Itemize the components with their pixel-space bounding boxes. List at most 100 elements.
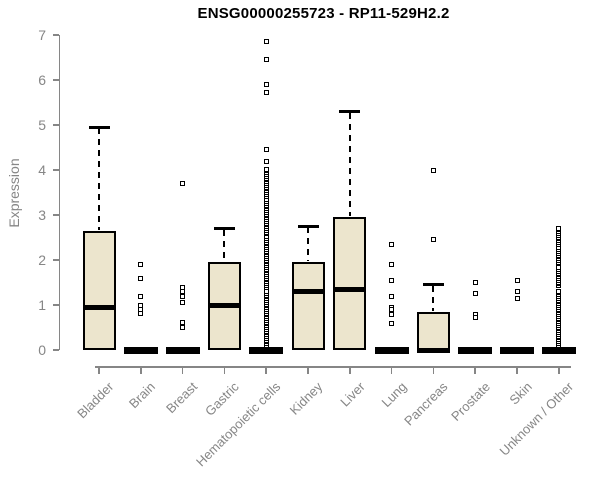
outlier-skin [514,289,520,294]
outlier-breast [180,181,186,186]
y-tick-label: 2 [38,252,46,268]
x-axis-tick [265,367,267,374]
outlier-unknown-other [556,288,562,294]
y-tick-label: 7 [38,27,46,43]
x-tick-label-breast: Breast [163,379,201,417]
y-axis-tick [52,214,59,216]
x-tick-label-bladder: Bladder [74,379,117,422]
y-tick-label: 3 [38,207,46,223]
outlier-hematopoietic-cells [263,289,269,294]
chart-title: ENSG00000255723 - RP11-529H2.2 [197,5,450,22]
x-tick-label-unknown-other: Unknown / Other [496,379,577,459]
whisker-cap-pancreas [422,283,444,287]
outlier-prostate [472,280,478,285]
outlier-hematopoietic-cells [263,158,269,164]
outlier-prostate [472,291,478,297]
outlier-pancreas [430,237,436,243]
outlier-lung [389,241,395,247]
y-tick-label: 4 [38,162,46,178]
whisker-cap-gastric [213,227,235,230]
median-bladder [82,304,116,310]
zero-box-hematopoietic-cells [249,346,284,354]
x-tick-label-brain: Brain [126,379,159,412]
zero-box-prostate [458,346,493,354]
outlier-hematopoietic-cells [263,57,269,63]
zero-box-unknown-other [541,346,576,354]
outlier-breast [180,300,186,306]
y-axis-tick [52,259,59,261]
zero-box-lung [374,346,409,354]
outlier-hematopoietic-cells [263,147,269,153]
box-kidney [291,262,325,350]
y-tick-label: 5 [38,117,46,133]
zero-box-skin [500,346,534,354]
median-kidney [291,289,325,294]
outlier-pancreas [430,167,436,173]
outlier-unknown-other [556,265,562,271]
x-axis-tick [98,367,100,374]
whisker-pancreas [432,285,435,311]
x-tick-label-liver: Liver [336,379,368,410]
x-axis-tick [474,367,476,374]
box-bladder [82,230,116,350]
y-axis-tick [52,124,59,126]
outlier-hematopoietic-cells [263,82,269,87]
outlier-breast [180,319,186,325]
x-axis-tick [390,367,393,374]
x-axis-tick [432,367,435,374]
y-axis-tick [52,304,59,306]
outlier-brain [138,275,144,281]
x-axis-tick [349,367,351,374]
x-axis-tick [307,367,309,374]
whisker-kidney [307,227,309,262]
y-axis-title: Expression [6,158,22,228]
y-tick-label: 0 [38,342,46,358]
x-axis-tick [223,367,226,374]
x-axis-line [95,366,571,368]
whisker-liver [348,112,351,217]
whisker-bladder [98,128,100,230]
box-pancreas [416,311,450,350]
outlier-prostate [472,315,478,321]
whisker-cap-bladder [88,125,110,129]
x-axis-tick [558,367,560,374]
y-tick-label: 6 [38,72,46,88]
outlier-lung [389,311,395,317]
outlier-brain [138,262,144,267]
x-tick-label-pancreas: Pancreas [401,379,452,429]
outlier-skin [514,295,520,301]
box-liver [333,217,367,350]
x-axis-tick [181,367,184,374]
x-axis-tick [516,367,518,374]
x-tick-label-kidney: Kidney [286,379,326,418]
y-axis-tick [52,349,59,351]
outlier-hematopoietic-cells [263,90,269,96]
x-axis-tick [140,367,142,374]
outlier-lung [389,277,395,283]
outlier-breast [180,325,186,330]
x-tick-label-gastric: Gastric [202,379,243,419]
outlier-brain [138,293,144,299]
y-tick-label: 1 [38,297,46,313]
outlier-lung [389,262,395,267]
outlier-skin [514,277,520,283]
y-axis-tick [52,79,59,81]
whisker-gastric [223,229,226,262]
zero-box-breast [165,346,200,354]
outlier-lung [389,320,395,326]
outlier-brain [138,310,144,316]
x-tick-label-skin: Skin [506,379,535,408]
outlier-lung [389,293,395,299]
median-pancreas [416,347,450,353]
outlier-unknown-other [556,225,562,231]
y-axis-tick [52,169,59,171]
whisker-cap-liver [339,110,361,113]
outlier-hematopoietic-cells [263,166,269,172]
outlier-breast [180,293,186,299]
zero-box-brain [123,346,158,354]
y-axis-tick [52,34,59,36]
y-axis-line [58,35,60,350]
x-tick-label-lung: Lung [378,379,410,411]
median-gastric [207,302,241,308]
